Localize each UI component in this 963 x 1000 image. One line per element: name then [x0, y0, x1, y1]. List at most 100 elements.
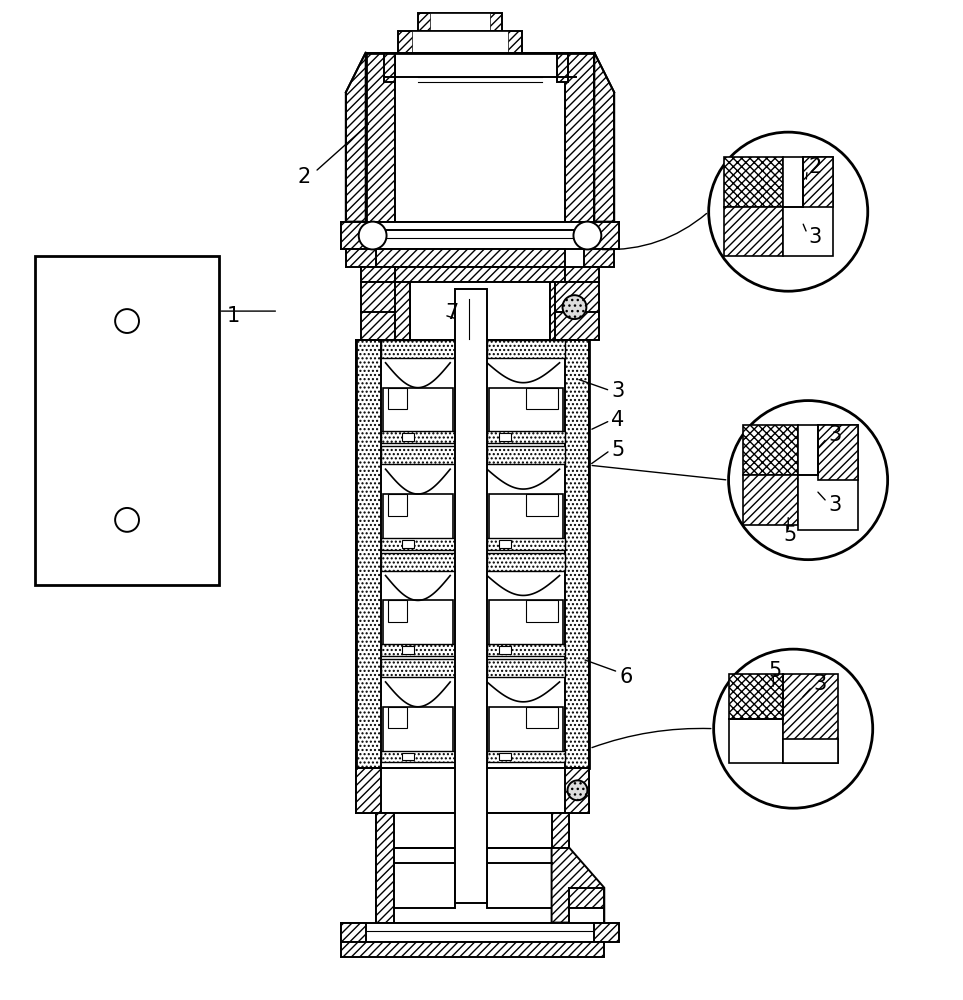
Bar — [569, 908, 605, 937]
Bar — [355, 768, 589, 813]
Bar — [341, 222, 619, 249]
Bar — [376, 813, 394, 923]
Text: 3: 3 — [813, 674, 826, 694]
Bar — [487, 644, 564, 656]
Bar — [382, 707, 454, 760]
Text: 4: 4 — [612, 410, 624, 430]
Text: 2: 2 — [297, 167, 310, 187]
Bar — [487, 848, 552, 908]
Bar — [489, 494, 562, 548]
Bar — [361, 267, 396, 282]
Bar — [403, 540, 414, 548]
Bar — [387, 494, 407, 516]
Text: 1: 1 — [226, 306, 240, 326]
Bar — [455, 289, 487, 903]
Bar — [557, 53, 568, 82]
Bar — [526, 388, 558, 409]
Bar — [499, 540, 510, 548]
Circle shape — [709, 132, 868, 291]
Text: 6: 6 — [619, 667, 633, 687]
Text: 2: 2 — [808, 157, 821, 177]
Bar — [526, 600, 558, 622]
Bar — [594, 222, 619, 249]
Polygon shape — [594, 53, 614, 222]
Text: 3: 3 — [612, 381, 624, 401]
Bar — [723, 207, 783, 256]
Bar — [499, 433, 510, 441]
Bar — [380, 751, 455, 762]
Bar — [430, 13, 490, 31]
Circle shape — [562, 295, 586, 319]
Bar — [376, 813, 569, 923]
Bar — [387, 388, 407, 409]
Text: 3: 3 — [828, 495, 842, 515]
Bar — [418, 13, 502, 31]
Text: 5: 5 — [612, 440, 624, 460]
Circle shape — [729, 401, 888, 560]
Bar — [729, 674, 783, 719]
Bar — [564, 53, 594, 222]
Bar — [526, 707, 558, 728]
Polygon shape — [552, 848, 605, 923]
Bar — [410, 282, 550, 340]
Bar — [355, 768, 380, 813]
Bar — [594, 923, 619, 942]
Bar — [380, 340, 455, 358]
Bar — [383, 53, 396, 82]
Bar — [355, 340, 380, 768]
Bar — [341, 923, 366, 942]
Bar — [380, 446, 455, 464]
Bar — [366, 53, 396, 222]
Bar — [399, 31, 522, 53]
Text: 3: 3 — [808, 227, 821, 247]
Bar — [526, 494, 558, 516]
Bar — [489, 600, 562, 654]
Bar — [564, 768, 589, 813]
Bar — [550, 282, 599, 340]
Bar — [380, 644, 455, 656]
Circle shape — [116, 508, 139, 532]
Bar — [552, 813, 569, 923]
Bar — [818, 425, 858, 480]
Bar — [35, 256, 219, 585]
Bar — [803, 157, 833, 207]
Text: 7: 7 — [445, 303, 458, 323]
Circle shape — [714, 649, 872, 808]
Bar — [382, 388, 454, 441]
Bar — [487, 751, 564, 762]
Text: 5: 5 — [783, 525, 796, 545]
Bar — [487, 340, 564, 358]
Bar — [394, 848, 455, 908]
Bar — [569, 888, 605, 908]
Bar — [403, 753, 414, 760]
Bar — [743, 475, 798, 525]
Text: 3: 3 — [828, 425, 842, 445]
Bar — [396, 53, 564, 222]
Bar — [341, 222, 366, 249]
Circle shape — [358, 222, 386, 249]
Bar — [564, 340, 589, 768]
Bar — [564, 267, 599, 282]
Bar — [396, 267, 564, 282]
Bar — [487, 431, 564, 443]
Bar — [798, 425, 858, 530]
Bar — [380, 431, 455, 443]
Bar — [783, 157, 833, 256]
Bar — [729, 719, 783, 763]
Bar — [783, 739, 838, 763]
Bar — [743, 425, 798, 475]
Bar — [499, 646, 510, 654]
Bar — [412, 31, 508, 53]
Bar — [380, 659, 455, 677]
Bar — [489, 388, 562, 441]
Bar — [403, 646, 414, 654]
Bar — [403, 433, 414, 441]
Bar — [487, 538, 564, 550]
Bar — [489, 707, 562, 760]
Circle shape — [116, 309, 139, 333]
Circle shape — [567, 780, 587, 800]
Bar — [341, 923, 605, 942]
Bar — [783, 674, 838, 763]
Bar — [380, 553, 455, 571]
Text: 5: 5 — [768, 661, 782, 681]
